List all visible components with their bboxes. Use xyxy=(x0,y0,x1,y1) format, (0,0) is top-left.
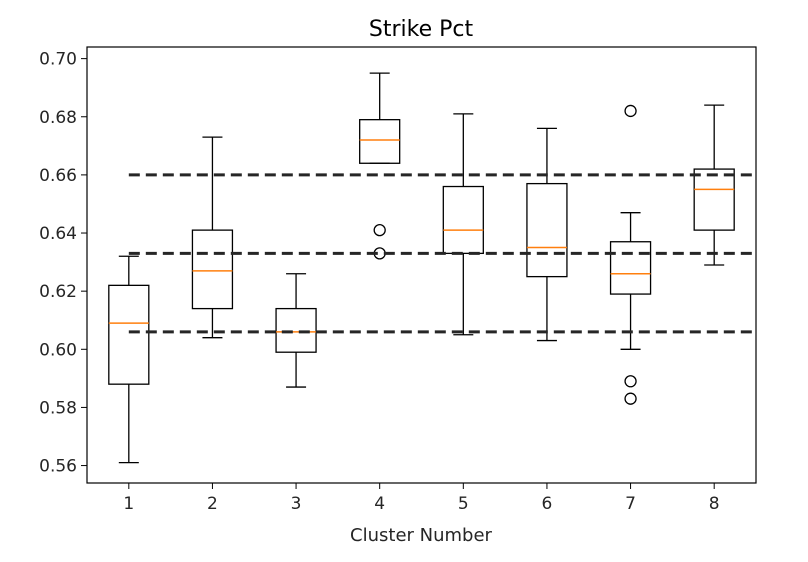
y-tick-label: 0.62 xyxy=(39,282,77,302)
plot-area xyxy=(108,72,756,464)
y-tick-label: 0.64 xyxy=(39,224,77,244)
x-tick-label: 7 xyxy=(625,494,636,514)
box xyxy=(609,241,652,295)
axes-frame xyxy=(86,46,757,484)
outlier-point xyxy=(624,375,637,388)
y-tick-label: 0.58 xyxy=(39,398,77,418)
x-tick-label: 6 xyxy=(542,494,553,514)
box xyxy=(526,182,568,278)
box xyxy=(108,284,150,385)
x-axis: 1 2 3 4 5 6 7 8 xyxy=(123,483,720,514)
outlier-point xyxy=(624,104,637,118)
y-tick-label: 0.66 xyxy=(39,166,77,186)
y-tick-label: 0.60 xyxy=(39,340,77,360)
x-tick-label: 8 xyxy=(709,494,720,514)
box-group-6 xyxy=(526,127,568,342)
box xyxy=(191,229,234,310)
outlier-point xyxy=(373,223,386,237)
x-tick-label: 3 xyxy=(291,494,302,514)
y-tick-label: 0.68 xyxy=(39,108,77,128)
box-group-8 xyxy=(693,104,735,266)
y-tick-label: 0.56 xyxy=(39,457,77,477)
box xyxy=(359,119,401,164)
x-tick-label: 5 xyxy=(458,494,469,514)
x-tick-label: 1 xyxy=(123,494,134,514)
box xyxy=(693,168,735,231)
x-axis-label: Cluster Number xyxy=(350,525,493,546)
outlier-point xyxy=(624,392,637,405)
box-group-1 xyxy=(108,255,150,464)
chart-title: Strike Pct xyxy=(369,17,474,42)
box-group-2 xyxy=(191,136,234,339)
box-group-5 xyxy=(442,113,484,336)
y-axis: 0.56 0.58 0.60 0.62 0.64 0.66 0.68 0.70 xyxy=(39,50,87,477)
box-group-4 xyxy=(359,72,401,260)
box xyxy=(442,185,484,255)
y-tick-label: 0.70 xyxy=(39,50,77,70)
box-group-7 xyxy=(609,104,652,405)
x-tick-label: 2 xyxy=(207,494,218,514)
x-tick-label: 4 xyxy=(374,494,385,514)
